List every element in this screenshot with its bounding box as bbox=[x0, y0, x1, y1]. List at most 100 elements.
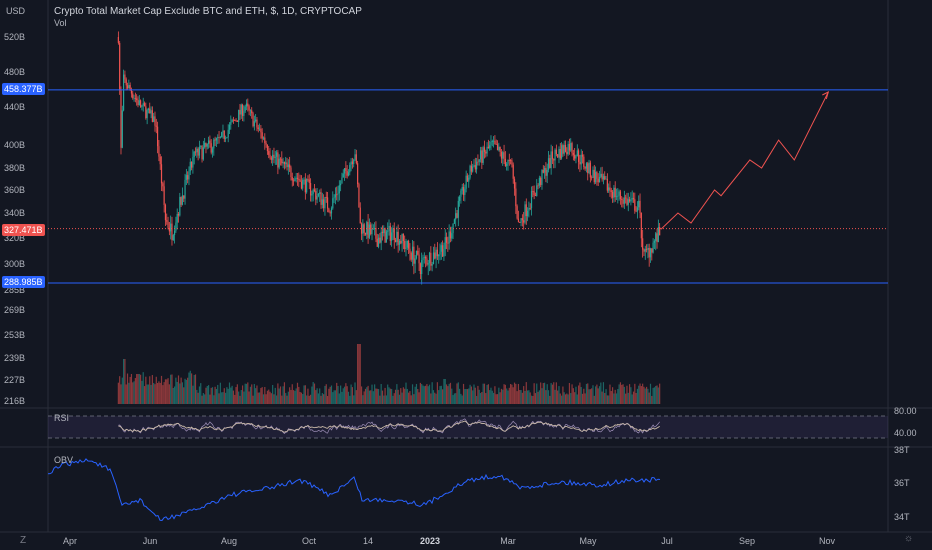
volume-bar bbox=[444, 379, 446, 404]
candle-body bbox=[243, 111, 245, 116]
candle-body bbox=[405, 247, 407, 249]
volume-bar bbox=[592, 385, 594, 404]
price-axis[interactable]: 520B 480B 440B 400B 380B 360B 340B 320B … bbox=[0, 0, 47, 532]
volume-bar bbox=[464, 389, 466, 404]
candle-body bbox=[541, 169, 543, 185]
resistance-price-tag: 458.377B bbox=[2, 83, 45, 95]
candle-body bbox=[173, 230, 176, 236]
volume-bar bbox=[583, 388, 585, 404]
candle-body bbox=[627, 199, 629, 205]
volume-bar bbox=[134, 378, 136, 404]
volume-bar bbox=[640, 386, 642, 404]
obv-legend: OBV bbox=[54, 455, 74, 465]
volume-bar bbox=[265, 394, 267, 404]
volume-bar bbox=[193, 374, 195, 404]
candle-body bbox=[298, 178, 300, 180]
volume-bar bbox=[584, 393, 586, 404]
candle-body bbox=[353, 159, 355, 165]
volume-bar bbox=[506, 388, 508, 404]
volume-bar bbox=[408, 392, 410, 404]
candle-body bbox=[347, 172, 350, 176]
volume-bar bbox=[270, 393, 272, 404]
volume-bar bbox=[498, 387, 500, 404]
candle-body bbox=[360, 223, 363, 234]
volume-bar bbox=[487, 384, 489, 404]
volume-bar bbox=[123, 359, 125, 404]
volume-bar bbox=[159, 382, 161, 404]
candle-body bbox=[398, 240, 401, 245]
volume-bar bbox=[287, 391, 289, 404]
volume-bar bbox=[190, 373, 193, 404]
candle-body bbox=[367, 222, 369, 238]
volume-bar bbox=[264, 386, 266, 404]
candle-body bbox=[557, 154, 559, 158]
volume-bar bbox=[589, 389, 591, 404]
volume-bar bbox=[625, 393, 627, 404]
candle-body bbox=[316, 195, 318, 200]
volume-bar bbox=[411, 384, 414, 404]
volume-bar bbox=[234, 394, 236, 404]
volume-bar bbox=[132, 382, 134, 404]
candle-body bbox=[631, 198, 633, 200]
volume-bar bbox=[479, 393, 482, 404]
timezone-button[interactable]: Z bbox=[20, 535, 27, 546]
candle-body bbox=[376, 238, 378, 247]
candle-body bbox=[236, 120, 238, 122]
volume-bar bbox=[181, 382, 184, 404]
candle-body bbox=[307, 178, 309, 180]
candle-body bbox=[600, 173, 602, 177]
time-tick: Oct bbox=[301, 536, 317, 546]
candle-body bbox=[615, 196, 618, 198]
candle-body bbox=[562, 145, 564, 154]
volume-bar bbox=[269, 391, 271, 404]
volume-bar bbox=[537, 391, 539, 404]
candle-body bbox=[171, 223, 173, 241]
price-tick: 227B bbox=[4, 375, 26, 385]
volume-bar bbox=[516, 391, 518, 404]
candle-body bbox=[187, 175, 189, 180]
candle-body bbox=[611, 191, 614, 198]
volume-bar bbox=[343, 386, 346, 404]
candle-body bbox=[426, 258, 428, 265]
volume-bar bbox=[377, 389, 380, 404]
projection-arrowhead bbox=[822, 91, 830, 100]
candle-body bbox=[513, 178, 516, 189]
candle-body bbox=[257, 127, 259, 129]
candle-body bbox=[604, 176, 606, 180]
candle-body bbox=[528, 208, 530, 211]
candle-body bbox=[516, 206, 518, 219]
volume-bar bbox=[510, 383, 512, 404]
candle-body bbox=[346, 171, 348, 176]
volume-bar bbox=[541, 388, 543, 404]
volume-bar bbox=[490, 387, 492, 404]
candle-body bbox=[120, 90, 122, 148]
price-tick: 285B bbox=[4, 285, 26, 295]
candle-body bbox=[536, 185, 538, 196]
volume-bar bbox=[130, 373, 133, 404]
candle-body bbox=[564, 144, 567, 152]
candle-body bbox=[170, 223, 172, 232]
volume-bar bbox=[337, 386, 339, 404]
candle-body bbox=[192, 157, 194, 168]
volume-bar bbox=[200, 383, 202, 404]
obv-tick: 38T bbox=[894, 445, 910, 455]
candle-body bbox=[431, 263, 433, 266]
indicator-axis[interactable]: 80.00 40.00 38T 36T 34T bbox=[888, 405, 932, 532]
volume-bar bbox=[336, 382, 338, 404]
volume-bar bbox=[252, 395, 254, 404]
settings-icon[interactable]: ☼ bbox=[904, 533, 914, 544]
volume-bar bbox=[486, 384, 488, 404]
volume-bar bbox=[345, 383, 347, 404]
candle-body bbox=[490, 142, 492, 146]
volume-bar bbox=[350, 384, 352, 404]
candle-body bbox=[363, 224, 365, 233]
candle-body bbox=[506, 163, 508, 167]
volume-bar bbox=[414, 386, 416, 404]
candle-body bbox=[325, 197, 327, 198]
price-tick: 320B bbox=[4, 233, 26, 243]
volume-bar bbox=[282, 386, 284, 404]
candle-body bbox=[370, 224, 372, 235]
candle-body bbox=[154, 116, 156, 126]
volume-bar bbox=[502, 389, 504, 404]
